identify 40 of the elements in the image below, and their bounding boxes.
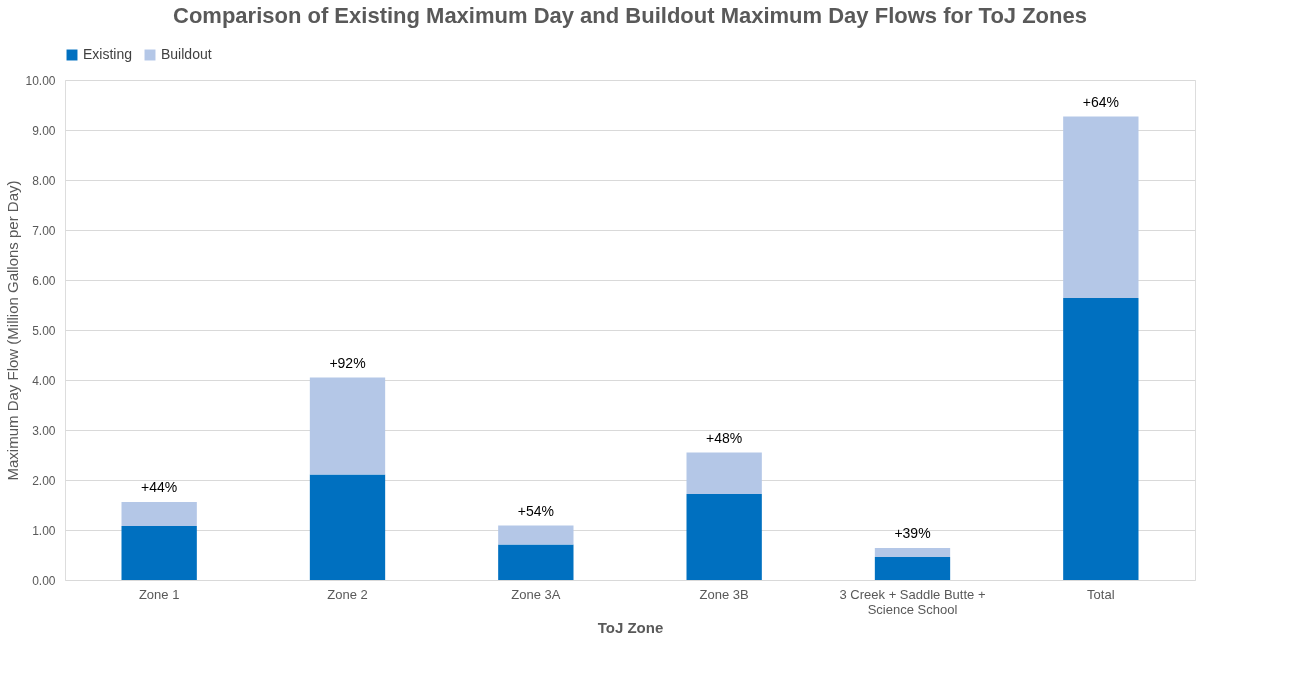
- bar: [874, 548, 951, 557]
- x-tick-label: Zone 3B: [699, 586, 749, 602]
- legend-label: Existing: [83, 46, 133, 62]
- y-tick-label: 9.00: [32, 123, 56, 138]
- bar: [309, 474, 386, 580]
- y-axis-title: Maximum Day Flow (Million Gallons per Day): [4, 180, 22, 481]
- bar: [686, 452, 762, 494]
- annotation: +44%: [141, 479, 178, 495]
- chart-title: Comparison of Existing Maximum Day and Buildout Maximum Day Flows for ToJ Zones: [173, 3, 1087, 28]
- bar: [874, 557, 951, 580]
- y-tick-label: 0.00: [32, 573, 56, 588]
- bar: [121, 502, 197, 526]
- y-tick-label: 3.00: [32, 423, 56, 438]
- bar: [309, 377, 386, 475]
- y-tick-label: 6.00: [32, 273, 56, 288]
- bar: [1063, 298, 1139, 580]
- x-tick-label: Zone 2: [327, 586, 368, 602]
- y-tick-label: 5.00: [32, 323, 56, 338]
- legend-label: Buildout: [161, 46, 212, 62]
- annotation: +48%: [706, 429, 743, 446]
- annotation: +54%: [517, 502, 554, 519]
- bar: [121, 526, 197, 580]
- bar: [686, 494, 762, 580]
- y-tick-label: 7.00: [32, 223, 56, 238]
- y-tick-label: 8.00: [32, 173, 56, 188]
- annotation: +92%: [329, 354, 366, 371]
- y-tick-label: 2.00: [32, 473, 56, 488]
- annotation: +64%: [1082, 93, 1119, 110]
- y-tick-label: 1.00: [32, 523, 56, 538]
- annotation: +39%: [894, 525, 931, 541]
- bar: [498, 525, 574, 545]
- bar: [1063, 116, 1139, 298]
- x-tick-label: 3 Creek + Saddle Butte + Science School: [839, 586, 986, 617]
- x-tick-label: Zone 1: [138, 586, 180, 602]
- x-axis-title: ToJ Zone: [597, 618, 664, 636]
- y-tick-label: 4.00: [32, 373, 56, 388]
- x-tick-label: Zone 3A: [511, 586, 561, 602]
- y-tick-label: 10.00: [25, 73, 56, 88]
- bar: [498, 544, 574, 580]
- x-tick-label: Total: [1087, 586, 1115, 602]
